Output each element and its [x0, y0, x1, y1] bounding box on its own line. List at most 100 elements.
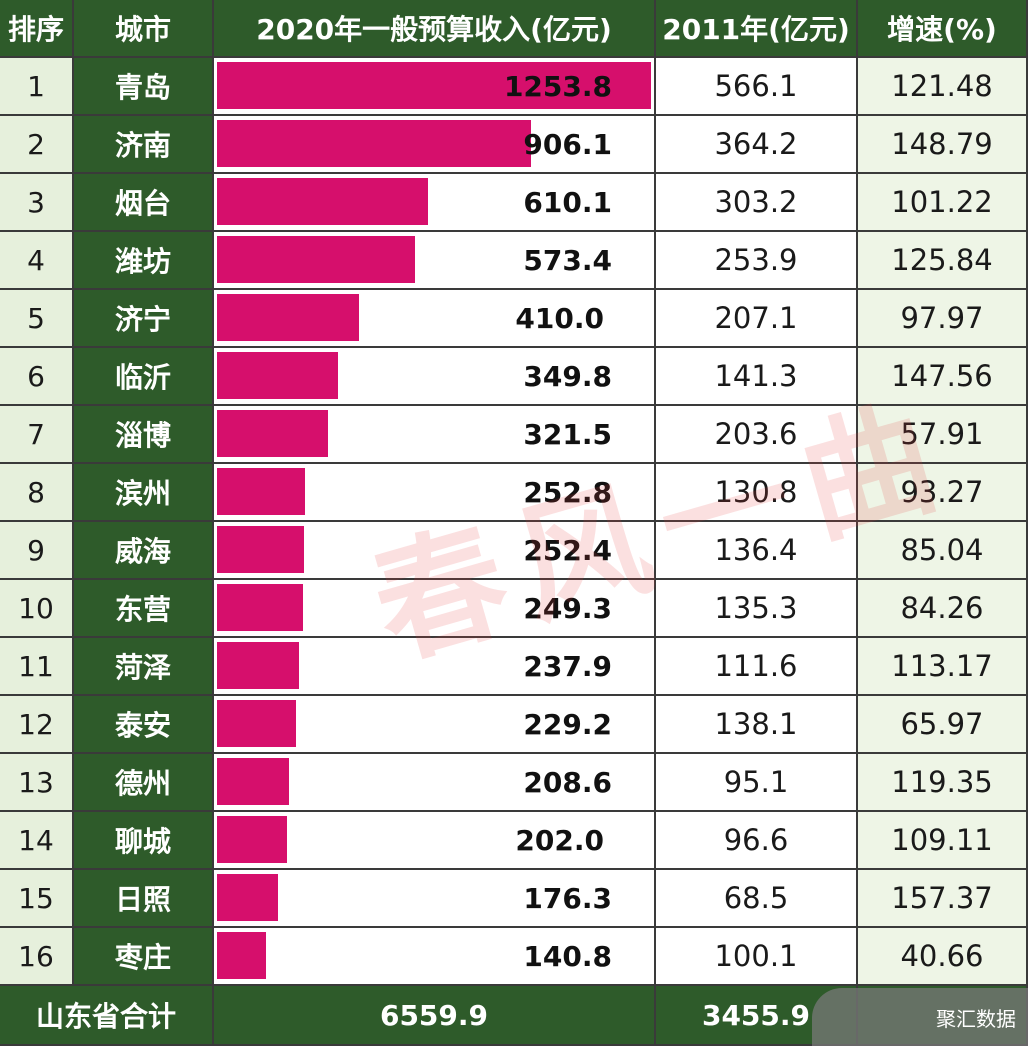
growth-cell: 148.79 [858, 116, 1028, 174]
bar-cell: 410.0 [214, 290, 656, 348]
rank-cell: 14 [0, 812, 74, 870]
revenue-2011-cell: 566.1 [656, 58, 858, 116]
rank-cell: 9 [0, 522, 74, 580]
revenue-bar [217, 932, 266, 979]
header-rank: 排序 [0, 0, 74, 58]
city-cell: 日照 [74, 870, 214, 928]
revenue-bar [217, 874, 278, 921]
revenue-2011-cell: 136.4 [656, 522, 858, 580]
revenue-2020-value: 573.4 [523, 243, 612, 277]
city-cell: 淄博 [74, 406, 214, 464]
header-growth: 增速(%) [858, 0, 1028, 58]
city-cell: 聊城 [74, 812, 214, 870]
growth-cell: 121.48 [858, 58, 1028, 116]
growth-cell: 65.97 [858, 696, 1028, 754]
revenue-2020-value: 176.3 [523, 881, 612, 915]
rank-cell: 7 [0, 406, 74, 464]
revenue-2011-cell: 253.9 [656, 232, 858, 290]
revenue-2020-value: 237.9 [523, 649, 612, 683]
revenue-bar [217, 120, 531, 167]
bar-cell: 229.2 [214, 696, 656, 754]
city-cell: 滨州 [74, 464, 214, 522]
footer-label: 山东省合计 [0, 986, 214, 1046]
growth-cell: 93.27 [858, 464, 1028, 522]
bar-cell: 349.8 [214, 348, 656, 406]
bar-cell: 252.8 [214, 464, 656, 522]
logo: 聚汇数据 [812, 988, 1028, 1046]
revenue-2011-cell: 95.1 [656, 754, 858, 812]
rank-cell: 6 [0, 348, 74, 406]
revenue-2011-cell: 100.1 [656, 928, 858, 986]
growth-cell: 85.04 [858, 522, 1028, 580]
growth-cell: 113.17 [858, 638, 1028, 696]
city-cell: 菏泽 [74, 638, 214, 696]
header-revenue-2011: 2011年(亿元) [656, 0, 858, 58]
rank-cell: 5 [0, 290, 74, 348]
revenue-2020-value: 208.6 [523, 765, 612, 799]
revenue-2011-cell: 203.6 [656, 406, 858, 464]
revenue-2011-cell: 68.5 [656, 870, 858, 928]
bar-cell: 610.1 [214, 174, 656, 232]
revenue-bar [217, 178, 428, 225]
city-cell: 潍坊 [74, 232, 214, 290]
revenue-bar [217, 410, 328, 457]
growth-cell: 109.11 [858, 812, 1028, 870]
city-cell: 济宁 [74, 290, 214, 348]
growth-cell: 101.22 [858, 174, 1028, 232]
growth-cell: 84.26 [858, 580, 1028, 638]
growth-cell: 125.84 [858, 232, 1028, 290]
revenue-2020-value: 202.0 [515, 823, 604, 857]
rank-cell: 8 [0, 464, 74, 522]
revenue-2011-cell: 130.8 [656, 464, 858, 522]
bar-cell: 906.1 [214, 116, 656, 174]
bar-cell: 1253.8 [214, 58, 656, 116]
growth-cell: 157.37 [858, 870, 1028, 928]
city-cell: 枣庄 [74, 928, 214, 986]
revenue-2020-value: 321.5 [523, 417, 612, 451]
bar-cell: 237.9 [214, 638, 656, 696]
growth-cell: 40.66 [858, 928, 1028, 986]
rank-cell: 13 [0, 754, 74, 812]
revenue-2011-cell: 207.1 [656, 290, 858, 348]
city-cell: 德州 [74, 754, 214, 812]
growth-cell: 147.56 [858, 348, 1028, 406]
rank-cell: 4 [0, 232, 74, 290]
rank-cell: 12 [0, 696, 74, 754]
bar-cell: 249.3 [214, 580, 656, 638]
rank-cell: 1 [0, 58, 74, 116]
revenue-2020-value: 410.0 [515, 301, 604, 335]
header-city: 城市 [74, 0, 214, 58]
revenue-bar [217, 468, 305, 515]
footer-total-2020: 6559.9 [214, 986, 656, 1046]
bar-cell: 208.6 [214, 754, 656, 812]
header-revenue-2020: 2020年一般预算收入(亿元) [214, 0, 656, 58]
revenue-bar [217, 526, 304, 573]
revenue-2011-cell: 96.6 [656, 812, 858, 870]
bar-cell: 140.8 [214, 928, 656, 986]
revenue-bar [217, 236, 415, 283]
revenue-bar [217, 758, 289, 805]
rank-cell: 11 [0, 638, 74, 696]
revenue-2020-value: 252.8 [523, 475, 612, 509]
revenue-bar [217, 700, 296, 747]
bar-cell: 321.5 [214, 406, 656, 464]
growth-cell: 119.35 [858, 754, 1028, 812]
revenue-2020-value: 229.2 [523, 707, 612, 741]
revenue-bar [217, 816, 287, 863]
revenue-2011-cell: 138.1 [656, 696, 858, 754]
revenue-2020-value: 349.8 [523, 359, 612, 393]
revenue-bar [217, 584, 303, 631]
revenue-2020-value: 249.3 [523, 591, 612, 625]
city-cell: 威海 [74, 522, 214, 580]
revenue-2011-cell: 303.2 [656, 174, 858, 232]
revenue-bar [217, 294, 359, 341]
bar-cell: 176.3 [214, 870, 656, 928]
rank-cell: 10 [0, 580, 74, 638]
bar-cell: 573.4 [214, 232, 656, 290]
revenue-bar [217, 352, 338, 399]
revenue-2011-cell: 111.6 [656, 638, 858, 696]
growth-cell: 97.97 [858, 290, 1028, 348]
revenue-2020-value: 252.4 [523, 533, 612, 567]
revenue-2011-cell: 364.2 [656, 116, 858, 174]
